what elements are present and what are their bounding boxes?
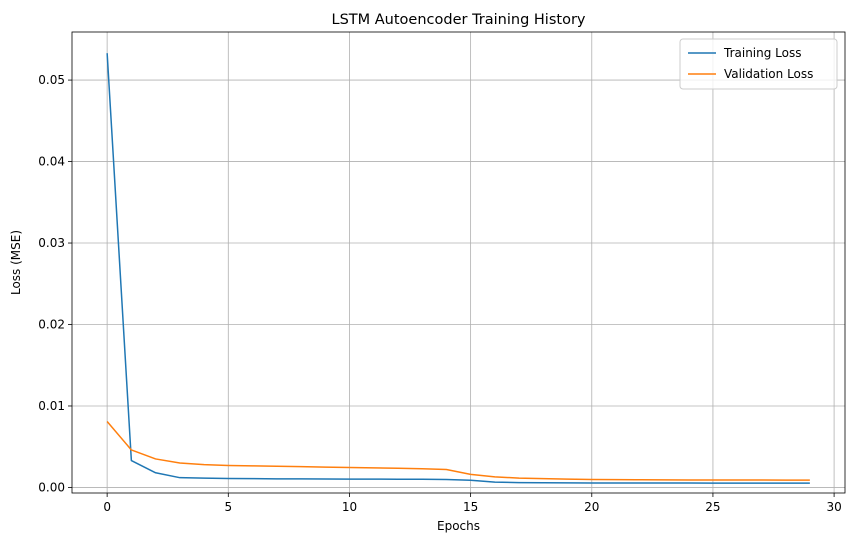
x-tick-label: 25 [705,500,720,514]
legend-box [679,38,838,90]
ticks: 0 5 10 15 20 25 30 0.00 0.01 0.02 0.03 0.04 0.05 [38,73,841,514]
series-layer [106,53,810,484]
y-tick-label: 0.01 [38,399,65,413]
legend-label-training-loss: Training Loss [723,46,801,60]
x-tick-label: 10 [342,500,357,514]
plot-frame [71,31,846,494]
y-tick-label: 0.03 [38,236,65,250]
y-tick-label: 0.04 [38,155,65,169]
legend: Training Loss Validation Loss [679,38,838,90]
x-tick-label: 0 [103,500,111,514]
x-tick-label: 15 [463,500,478,514]
y-tick-label: 0.02 [38,318,65,332]
x-tick-label: 30 [826,500,841,514]
y-tick-label: 0.00 [38,480,65,494]
chart-title: LSTM Autoencoder Training History [332,12,586,28]
series-line-training-loss [106,53,810,484]
y-tick-label: 0.05 [38,73,65,87]
x-tick-label: 5 [224,500,232,514]
y-axis-label: Loss (MSE) [9,230,23,295]
x-axis-label: Epochs [437,519,480,533]
grid [72,32,845,493]
legend-label-validation-loss: Validation Loss [724,67,813,81]
x-tick-label: 20 [584,500,599,514]
series-line-validation-loss [106,420,810,481]
